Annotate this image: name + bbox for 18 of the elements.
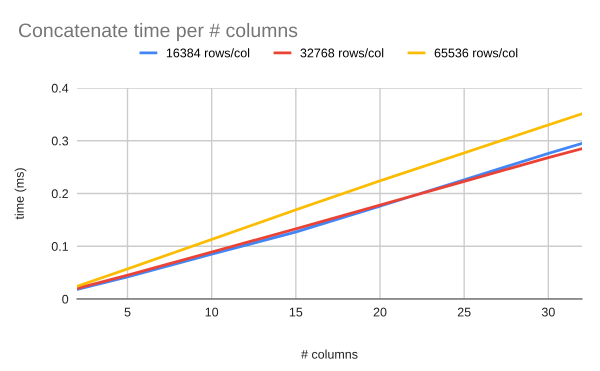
- x-tick-label: 20: [374, 308, 386, 317]
- chart-title: Concatenate time per # columns: [18, 22, 298, 42]
- x-axis-title: # columns: [301, 350, 358, 359]
- y-tick-label: 0.2: [52, 189, 68, 198]
- x-tick-label: 10: [206, 308, 218, 317]
- line-series: [77, 112, 582, 288]
- y-axis-title: time (ms): [14, 168, 26, 220]
- x-tick-label: 5: [124, 308, 130, 317]
- x-tick-label: 15: [290, 308, 302, 317]
- x-tick-label: 25: [458, 308, 471, 317]
- y-tick-label: 0.1: [52, 242, 68, 251]
- y-tick-label: 0.3: [52, 136, 68, 146]
- legend-label: 65536 rows/col: [434, 48, 518, 58]
- x-tick-label: 30: [542, 308, 555, 317]
- y-tick-label: 0.4: [52, 84, 68, 93]
- legend-label: 32768 rows/col: [300, 48, 384, 58]
- legend-label: 16384 rows/col: [166, 48, 250, 58]
- y-tick-label: 0: [62, 294, 68, 304]
